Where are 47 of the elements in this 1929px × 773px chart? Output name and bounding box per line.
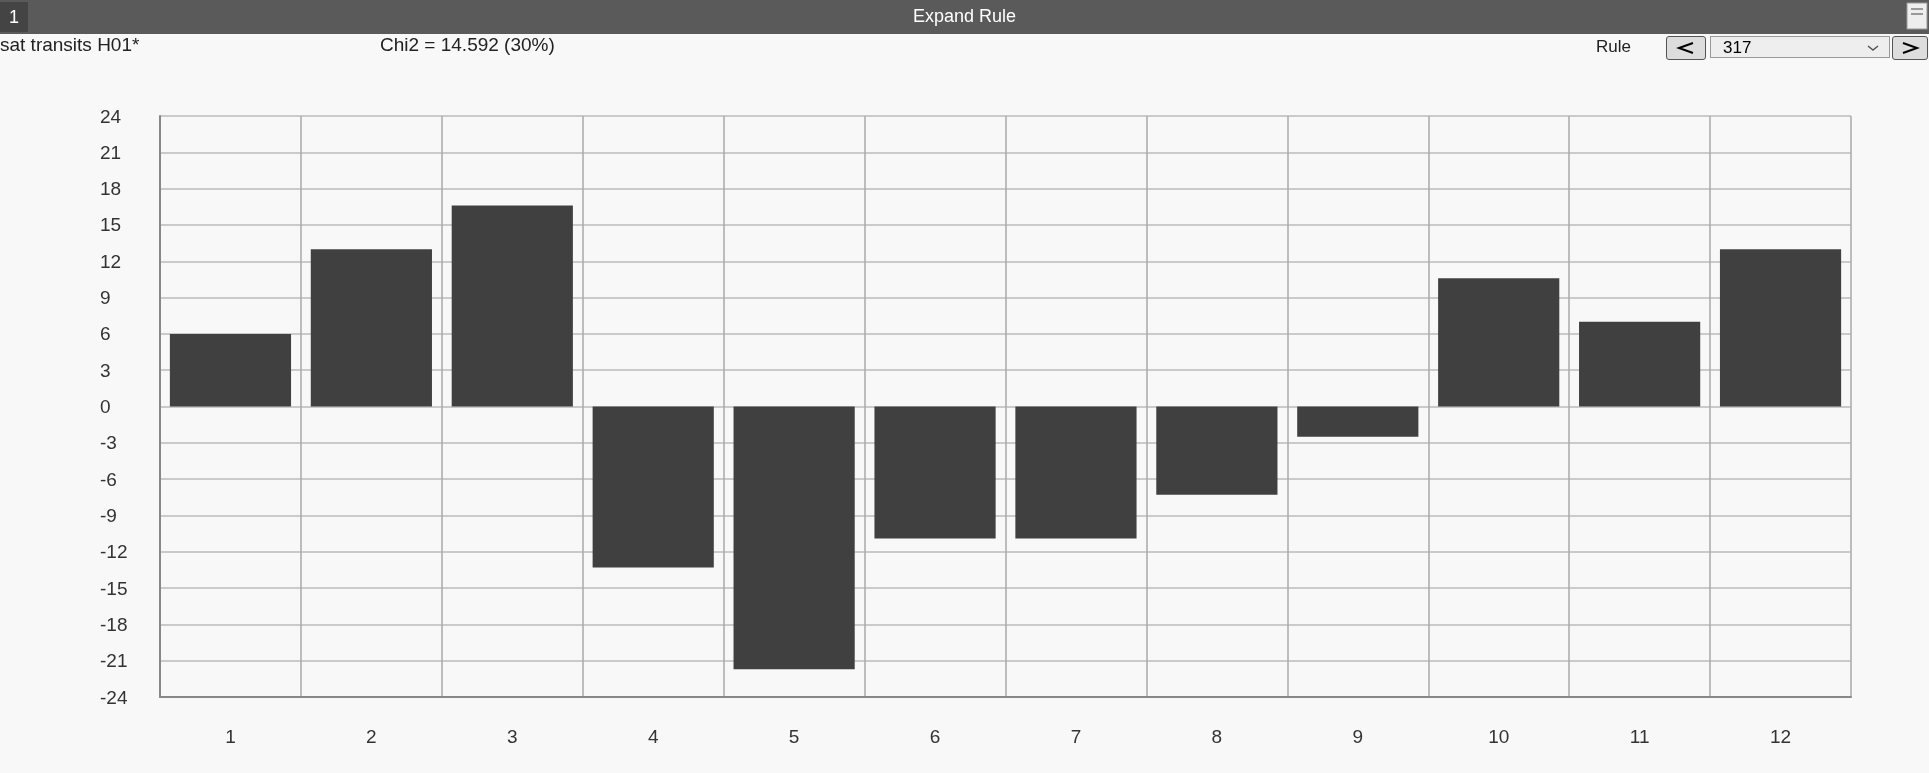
x-tick-label: 4 — [647, 726, 659, 747]
bar — [169, 333, 292, 407]
chart-title: Expand Rule — [912, 6, 1017, 26]
x-tick-label: 2 — [366, 726, 377, 747]
y-tick-label: -21 — [100, 650, 128, 672]
x-tick-label: 1 — [225, 726, 236, 747]
x-tick-label: 7 — [1070, 726, 1082, 747]
y-tick-label: -12 — [100, 541, 128, 563]
bar — [1438, 278, 1560, 407]
y-tick-label: -15 — [100, 577, 128, 599]
x-tick-label: 11 — [1629, 726, 1650, 747]
bar — [1719, 249, 1842, 407]
x-tick-label: 9 — [1352, 726, 1364, 747]
text: 1 — [0, 2, 28, 32]
y-tick-label: 6 — [100, 323, 111, 345]
y-tick-label: 3 — [100, 359, 111, 381]
y-tick-label: 21 — [100, 141, 122, 163]
y-tick-label: -18 — [100, 613, 128, 635]
text: 317 — [1723, 38, 1752, 57]
bar — [1579, 321, 1701, 407]
y-tick-label: -3 — [100, 432, 117, 454]
y-tick-label: 18 — [100, 178, 122, 200]
y-tick-label: -6 — [100, 468, 117, 490]
y-tick-label: -24 — [100, 686, 128, 708]
bar — [1156, 406, 1278, 495]
y-tick-label: 12 — [100, 250, 122, 272]
bar — [310, 249, 432, 407]
bar — [874, 406, 996, 539]
bar — [592, 406, 714, 568]
bar — [451, 205, 573, 407]
bar — [1297, 406, 1419, 437]
y-tick-label: 0 — [100, 396, 111, 417]
x-tick-label: 6 — [929, 726, 941, 747]
y-tick-label: -9 — [100, 504, 117, 526]
bar — [733, 406, 855, 670]
text: Rule — [1596, 37, 1631, 57]
y-tick-label: 15 — [100, 214, 122, 236]
x-tick-label: 10 — [1488, 726, 1510, 747]
x-tick-label: 8 — [1211, 726, 1223, 747]
x-tick-label: 12 — [1769, 726, 1792, 747]
x-tick-label: 5 — [788, 726, 800, 747]
y-tick-label: 9 — [100, 287, 111, 309]
y-tick-label: 24 — [100, 105, 122, 127]
text: sat transits H01* — [0, 34, 140, 56]
x-tick-label: 3 — [507, 726, 518, 747]
bar — [1015, 406, 1137, 539]
text: Chi2 = 14.592 (30%) — [380, 34, 555, 56]
